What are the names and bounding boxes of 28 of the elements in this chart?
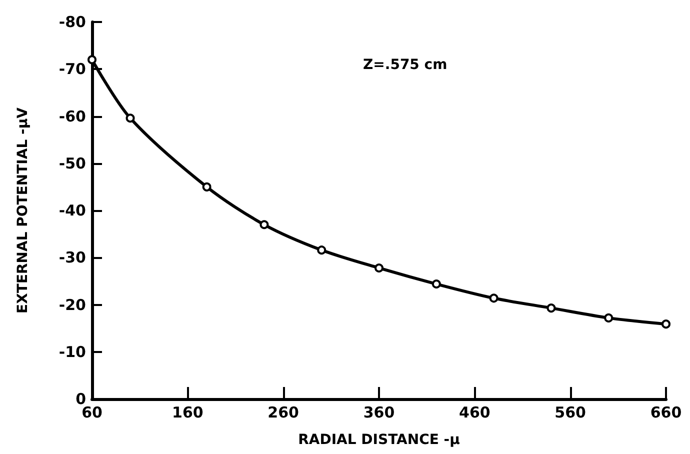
annotation: Z=.575 cm [363, 57, 448, 73]
point [260, 220, 269, 230]
point [489, 294, 498, 303]
point [546, 304, 556, 313]
y-tick-label: -40 [58, 202, 86, 220]
y-axis-title: EXTERNAL POTENTIAL -μV [15, 107, 31, 314]
x-tick-label: 360 [363, 404, 395, 422]
point [374, 263, 384, 272]
point [126, 114, 135, 123]
y-tick-label: -60 [58, 107, 86, 126]
point [432, 280, 441, 289]
x-tick-label: 660 [650, 404, 682, 422]
y-tick-label: -50 [58, 154, 86, 172]
x-tick-label: 160 [172, 404, 204, 422]
y-tick-label: -20 [58, 296, 86, 314]
point [317, 246, 326, 255]
x-tick-label: 560 [554, 404, 586, 422]
point [662, 320, 670, 329]
y-tick-label: -80 [58, 13, 86, 31]
point [604, 313, 614, 322]
point [88, 55, 96, 64]
x-tick-label: 260 [268, 404, 299, 422]
point [202, 182, 212, 192]
y-tick-label: -70 [58, 60, 86, 78]
x-tick-label: 460 [459, 404, 490, 422]
x-axis-title: RADIAL DISTANCE -μ [298, 432, 460, 448]
y-tick-label: -30 [58, 248, 86, 267]
y-tick-label: -10 [58, 342, 86, 361]
